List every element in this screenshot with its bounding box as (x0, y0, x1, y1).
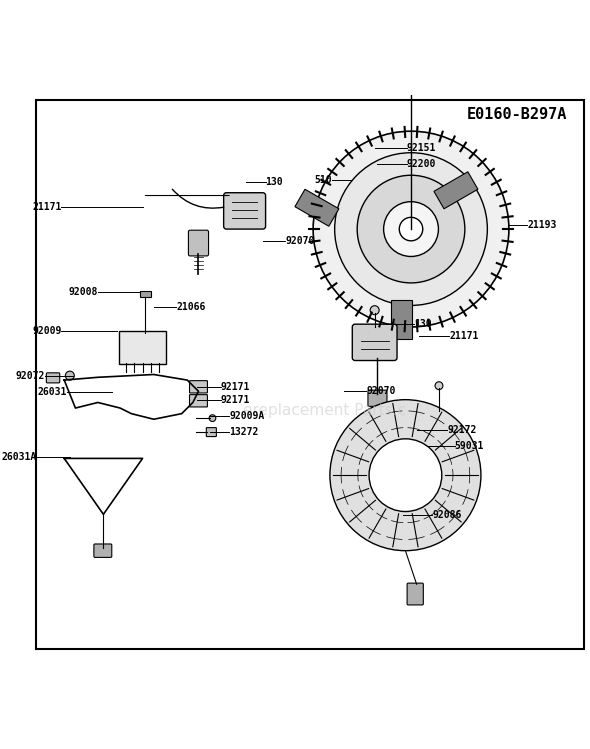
FancyBboxPatch shape (188, 230, 208, 256)
Bar (434, 172, 478, 209)
Text: 21171: 21171 (449, 332, 478, 342)
Text: 92171: 92171 (221, 382, 250, 392)
Text: 92070: 92070 (366, 386, 396, 396)
Circle shape (209, 415, 216, 422)
Text: 92200: 92200 (407, 160, 436, 169)
Bar (295, 189, 339, 226)
Text: 92008: 92008 (68, 287, 98, 297)
Text: 510: 510 (314, 175, 332, 185)
Circle shape (357, 175, 465, 283)
FancyBboxPatch shape (94, 544, 112, 557)
Bar (140, 291, 151, 297)
Text: ereplacement Parts.c: ereplacement Parts.c (243, 404, 407, 419)
Circle shape (399, 217, 423, 241)
FancyBboxPatch shape (224, 192, 266, 229)
Text: 13272: 13272 (230, 427, 258, 437)
Text: 92070: 92070 (285, 237, 314, 246)
Text: 59031: 59031 (455, 441, 484, 451)
FancyBboxPatch shape (368, 390, 387, 407)
Text: 21193: 21193 (527, 219, 557, 230)
Text: 26031: 26031 (38, 387, 67, 398)
Text: 92072: 92072 (15, 371, 45, 380)
Text: 92009A: 92009A (230, 411, 264, 422)
FancyBboxPatch shape (352, 324, 397, 360)
Text: E0160-B297A: E0160-B297A (467, 107, 568, 122)
FancyBboxPatch shape (189, 380, 208, 393)
FancyBboxPatch shape (119, 331, 166, 365)
FancyBboxPatch shape (47, 373, 60, 383)
Circle shape (384, 201, 438, 256)
FancyBboxPatch shape (189, 395, 208, 407)
Text: 92172: 92172 (447, 425, 477, 435)
FancyBboxPatch shape (206, 428, 217, 437)
Text: 130: 130 (414, 319, 431, 329)
Text: 92086: 92086 (432, 511, 461, 521)
Circle shape (65, 372, 74, 380)
Text: 92171: 92171 (221, 395, 250, 404)
Circle shape (435, 382, 443, 389)
Text: 26031A: 26031A (1, 452, 36, 462)
Circle shape (369, 439, 442, 512)
Bar (391, 300, 412, 339)
Circle shape (313, 131, 509, 327)
Circle shape (370, 306, 379, 315)
Text: 92151: 92151 (407, 143, 436, 153)
FancyBboxPatch shape (407, 583, 423, 605)
Text: 21171: 21171 (32, 201, 61, 212)
Text: 92009: 92009 (32, 326, 61, 336)
Circle shape (330, 400, 481, 551)
Text: 130: 130 (266, 177, 283, 187)
Circle shape (401, 73, 421, 94)
FancyBboxPatch shape (403, 36, 419, 49)
Text: 21066: 21066 (176, 303, 205, 312)
Circle shape (335, 153, 487, 306)
